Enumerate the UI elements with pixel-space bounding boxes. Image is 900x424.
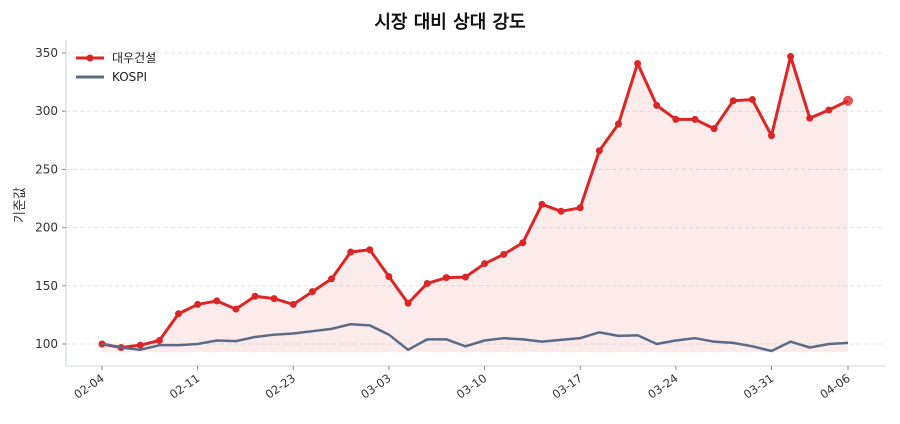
data-point xyxy=(843,95,853,106)
y-tick-label: 200 xyxy=(35,221,58,235)
data-point xyxy=(595,147,603,155)
legend-label-kospi: KOSPI xyxy=(112,70,147,84)
data-point xyxy=(576,204,584,212)
data-point xyxy=(729,97,737,105)
data-point xyxy=(767,132,775,140)
x-tick-label: 02-11 xyxy=(167,371,202,402)
data-point xyxy=(251,292,259,300)
y-axis-label: 기준값 xyxy=(13,187,28,223)
x-tick-label: 02-23 xyxy=(263,371,298,402)
y-tick-label: 350 xyxy=(35,46,58,60)
data-point xyxy=(614,120,622,128)
data-point xyxy=(653,101,661,109)
data-point xyxy=(194,300,202,308)
data-point xyxy=(481,260,489,268)
data-point xyxy=(500,250,508,258)
data-point xyxy=(691,115,699,123)
data-point xyxy=(213,297,221,305)
data-point xyxy=(155,337,163,345)
data-point xyxy=(232,305,240,313)
series-line-kospi xyxy=(101,322,849,353)
data-point xyxy=(806,114,814,122)
data-point xyxy=(825,106,833,114)
x-tick-label: 03-03 xyxy=(358,371,393,402)
data-point xyxy=(270,295,278,303)
chart-title: 시장 대비 상대 강도 xyxy=(374,12,525,33)
data-point xyxy=(385,272,393,280)
data-point xyxy=(328,275,336,283)
legend: 대우건설 KOSPI xyxy=(76,51,156,84)
data-point xyxy=(748,96,756,104)
data-point xyxy=(538,200,546,208)
x-tick-label: 03-31 xyxy=(741,371,776,402)
data-point xyxy=(366,246,374,254)
y-tick-label: 250 xyxy=(35,162,58,176)
x-tick-label: 02-04 xyxy=(71,371,106,402)
data-point xyxy=(634,59,642,67)
data-point xyxy=(557,207,565,215)
data-point xyxy=(519,239,527,247)
y-tick-label: 150 xyxy=(35,279,58,293)
x-tick-label: 04-06 xyxy=(817,371,852,402)
data-point xyxy=(289,300,297,308)
legend-label-daewoo: 대우건설 xyxy=(112,51,156,65)
data-point xyxy=(136,341,144,349)
data-point xyxy=(710,125,718,133)
series-fill-area xyxy=(102,56,848,353)
data-point xyxy=(442,274,450,282)
data-point xyxy=(404,299,412,307)
data-point xyxy=(347,248,355,256)
x-tick-label: 03-17 xyxy=(550,371,585,402)
data-point xyxy=(308,288,316,296)
data-point xyxy=(423,279,431,287)
data-point xyxy=(175,310,183,318)
data-point xyxy=(787,52,795,60)
y-tick-label: 300 xyxy=(35,104,58,118)
x-tick-label: 03-24 xyxy=(645,371,680,402)
data-point xyxy=(672,115,680,123)
series-line-daewoo xyxy=(101,54,849,349)
data-point xyxy=(461,273,469,281)
y-tick-label: 100 xyxy=(35,337,58,351)
x-tick-label: 03-10 xyxy=(454,371,489,402)
